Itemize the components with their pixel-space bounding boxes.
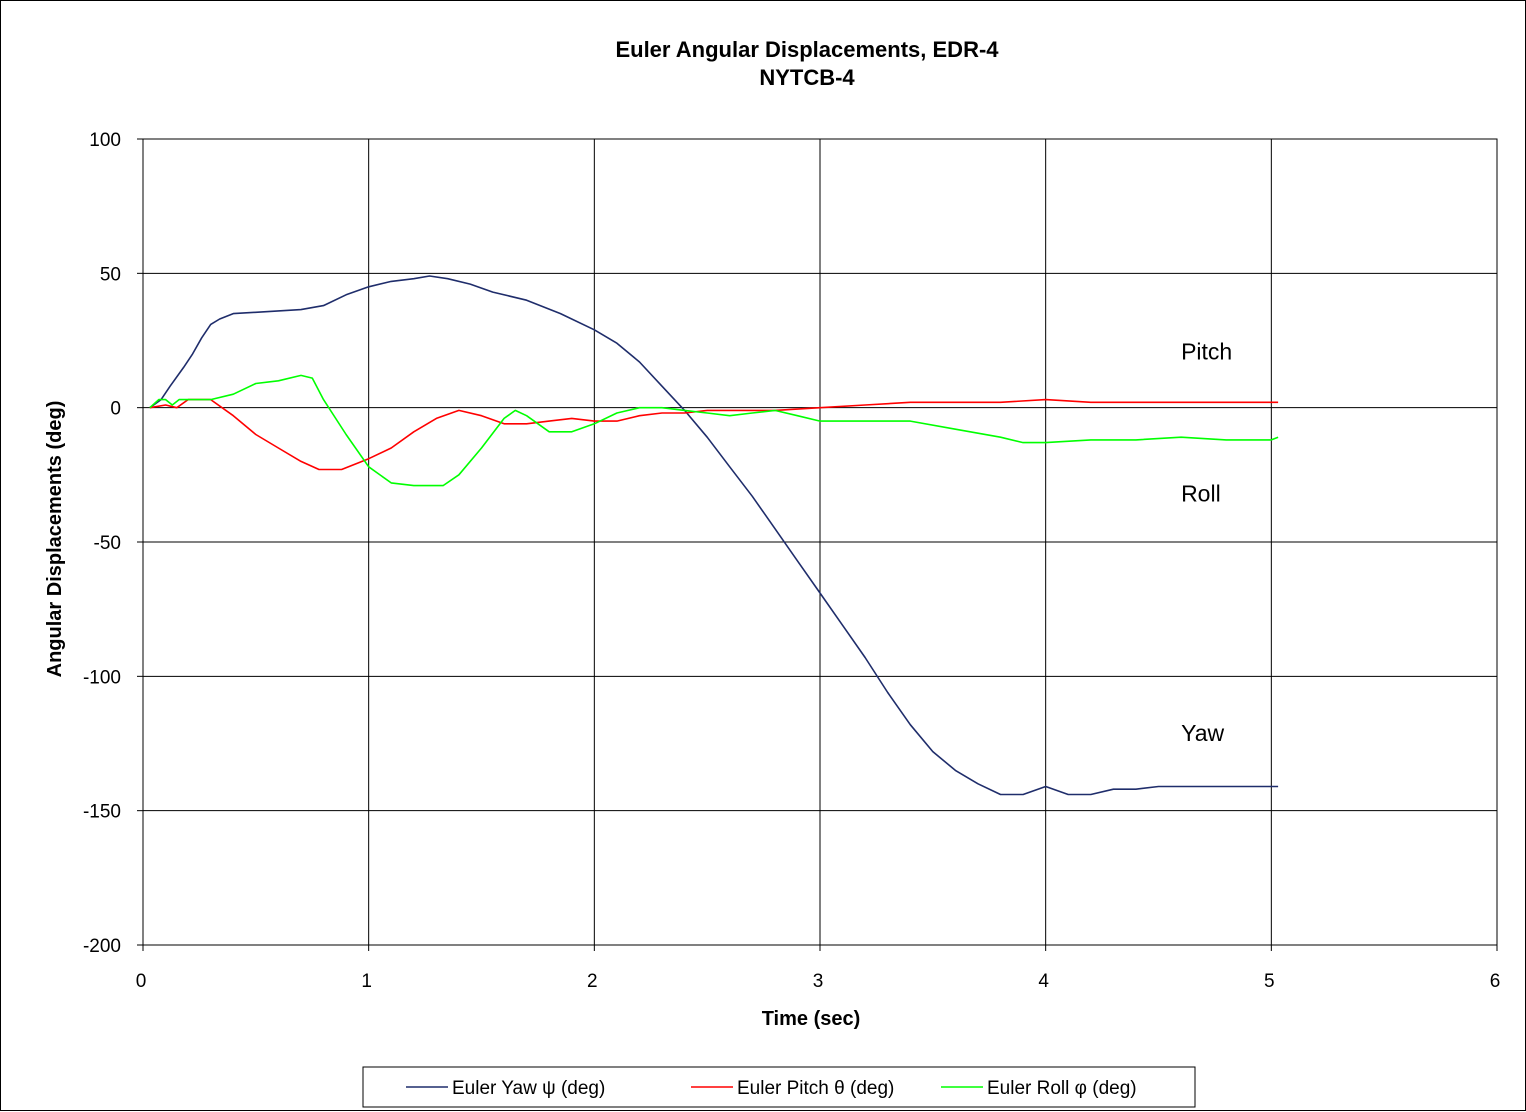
axes	[137, 138, 1498, 951]
series-lines	[149, 275, 1279, 796]
y-tick-label: 50	[100, 264, 121, 285]
chart-title: Euler Angular Displacements, EDR-4	[615, 37, 999, 62]
annotations: Pitch Roll Yaw	[1181, 338, 1232, 746]
legend-label-2: Euler Roll φ (deg)	[987, 1078, 1137, 1099]
y-tick-label: -200	[83, 936, 121, 957]
x-tick-label: 5	[1264, 971, 1275, 992]
y-tick-label: -100	[83, 667, 121, 688]
y-tick-label: -50	[94, 533, 121, 554]
legend-box	[362, 1066, 1196, 1108]
x-tick-label: 0	[136, 971, 147, 992]
x-tick-label: 6	[1490, 971, 1501, 992]
x-tick-label: 3	[813, 971, 824, 992]
annotation-label: Pitch	[1181, 338, 1232, 364]
annotation-label: Roll	[1181, 481, 1221, 507]
legend-items: Euler Yaw ψ (deg) Euler Pitch θ (deg) Eule…	[406, 1078, 1137, 1099]
legend-label-0: Euler Yaw ψ (deg)	[452, 1078, 605, 1099]
x-tick-label: 2	[587, 971, 598, 992]
tick-labels: 100 50 0 -50 -100 -150 -200 0 1 2 3 4 5 6	[83, 130, 1500, 992]
annotation-label: Yaw	[1181, 720, 1224, 746]
y-tick-label: 100	[89, 130, 121, 151]
x-tick-label: 1	[361, 971, 372, 992]
x-axis-label: Time (sec)	[762, 1008, 861, 1030]
gridlines	[142, 138, 1498, 946]
legend-label-1: Euler Pitch θ (deg)	[737, 1078, 894, 1099]
series-line-1	[149, 398, 1279, 471]
series-line-0	[149, 275, 1279, 796]
y-tick-label: 0	[110, 399, 121, 420]
y-tick-label: -150	[83, 802, 121, 823]
x-tick-label: 4	[1038, 971, 1049, 992]
legend: Euler Yaw ψ (deg) Euler Pitch θ (deg) Eule…	[362, 1066, 1196, 1108]
series-line-2	[149, 374, 1279, 487]
chart-subtitle: NYTCB-4	[759, 65, 855, 90]
y-axis-label: Angular Displacements (deg)	[44, 401, 66, 678]
